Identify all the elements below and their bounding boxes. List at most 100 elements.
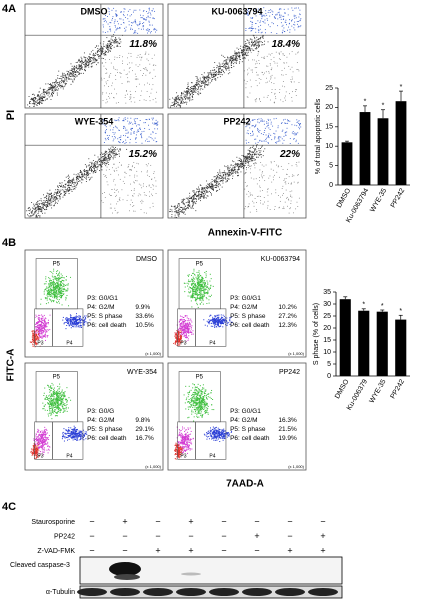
- event-dot: [176, 210, 178, 212]
- event-dot: [215, 79, 217, 81]
- event-dot: [244, 70, 245, 72]
- event-dot: [105, 67, 107, 69]
- event-dot: [39, 324, 41, 326]
- event-dot: [33, 205, 35, 207]
- event-dot: [55, 88, 57, 90]
- event-dot: [72, 74, 74, 76]
- event-dot: [289, 208, 291, 210]
- event-dot: [71, 183, 73, 184]
- event-dot: [213, 74, 215, 76]
- event-dot: [215, 190, 217, 192]
- event-dot: [234, 50, 236, 52]
- event-dot: [122, 120, 124, 121]
- event-dot: [79, 61, 81, 63]
- event-dot: [265, 140, 267, 142]
- event-dot: [134, 182, 135, 184]
- event-dot: [208, 183, 210, 185]
- event-dot: [285, 131, 287, 133]
- event-dot: [106, 48, 108, 49]
- event-dot: [42, 204, 44, 206]
- event-dot: [206, 191, 208, 193]
- event-dot: [108, 43, 110, 45]
- event-dot: [297, 181, 299, 183]
- event-dot: [29, 100, 31, 102]
- event-dot: [258, 38, 260, 40]
- event-dot: [39, 333, 41, 335]
- event-dot: [43, 328, 45, 330]
- event-dot: [187, 197, 189, 199]
- event-dot: [52, 89, 54, 91]
- event-dot: [151, 179, 152, 180]
- event-dot: [190, 198, 192, 200]
- event-dot: [209, 76, 211, 78]
- event-dot: [76, 66, 78, 68]
- event-dot: [62, 279, 64, 281]
- event-dot: [37, 213, 39, 214]
- event-dot: [111, 151, 112, 153]
- event-dot: [234, 164, 236, 166]
- event-dot: [56, 288, 58, 290]
- event-dot: [256, 157, 258, 158]
- event-dot: [91, 163, 93, 165]
- event-dot: [94, 61, 96, 63]
- event-dot: [91, 161, 93, 163]
- event-dot: [34, 203, 36, 205]
- event-dot: [205, 76, 206, 78]
- event-dot: [94, 162, 96, 164]
- event-dot: [247, 149, 249, 151]
- event-dot: [226, 59, 228, 60]
- event-dot: [117, 27, 119, 29]
- event-dot: [104, 50, 106, 52]
- event-dot: [169, 210, 171, 212]
- event-dot: [172, 97, 174, 99]
- event-dot: [249, 155, 251, 157]
- event-dot: [107, 162, 109, 163]
- event-dot: [78, 324, 80, 326]
- event-dot: [145, 53, 147, 55]
- event-dot: [225, 63, 227, 65]
- event-dot: [58, 85, 60, 87]
- event-dot: [85, 175, 87, 177]
- event-dot: [255, 15, 257, 17]
- event-dot: [247, 158, 249, 160]
- event-dot: [106, 98, 108, 100]
- event-dot: [145, 195, 147, 196]
- event-dot: [189, 95, 191, 97]
- event-dot: [250, 20, 252, 22]
- event-dot: [105, 156, 107, 158]
- event-dot: [35, 207, 37, 209]
- event-dot: [76, 184, 78, 186]
- event-dot: [278, 58, 280, 60]
- event-dot: [39, 216, 41, 218]
- event-dot: [233, 170, 235, 172]
- event-dot: [190, 87, 191, 88]
- event-dot: [252, 145, 254, 147]
- event-dot: [157, 124, 159, 126]
- event-dot: [80, 61, 81, 63]
- event-dot: [227, 174, 229, 176]
- event-dot: [209, 187, 211, 189]
- event-dot: [261, 145, 263, 147]
- event-dot: [106, 160, 108, 162]
- event-dot: [180, 210, 182, 212]
- event-dot: [49, 86, 51, 88]
- event-dot: [258, 148, 260, 150]
- event-dot: [73, 316, 75, 318]
- event-dot: [223, 63, 225, 65]
- event-dot: [188, 90, 190, 92]
- event-dot: [255, 178, 257, 180]
- event-dot: [290, 207, 291, 209]
- event-dot: [63, 185, 65, 187]
- event-dot: [284, 31, 286, 33]
- event-dot: [51, 200, 53, 202]
- event-dot: [102, 100, 104, 101]
- event-dot: [139, 9, 141, 11]
- event-dot: [82, 173, 84, 175]
- event-dot: [28, 207, 30, 209]
- event-dot: [118, 117, 120, 119]
- event-dot: [262, 15, 264, 17]
- event-dot: [205, 77, 207, 78]
- event-dot: [216, 187, 218, 189]
- event-dot: [105, 156, 107, 158]
- event-dot: [38, 203, 40, 205]
